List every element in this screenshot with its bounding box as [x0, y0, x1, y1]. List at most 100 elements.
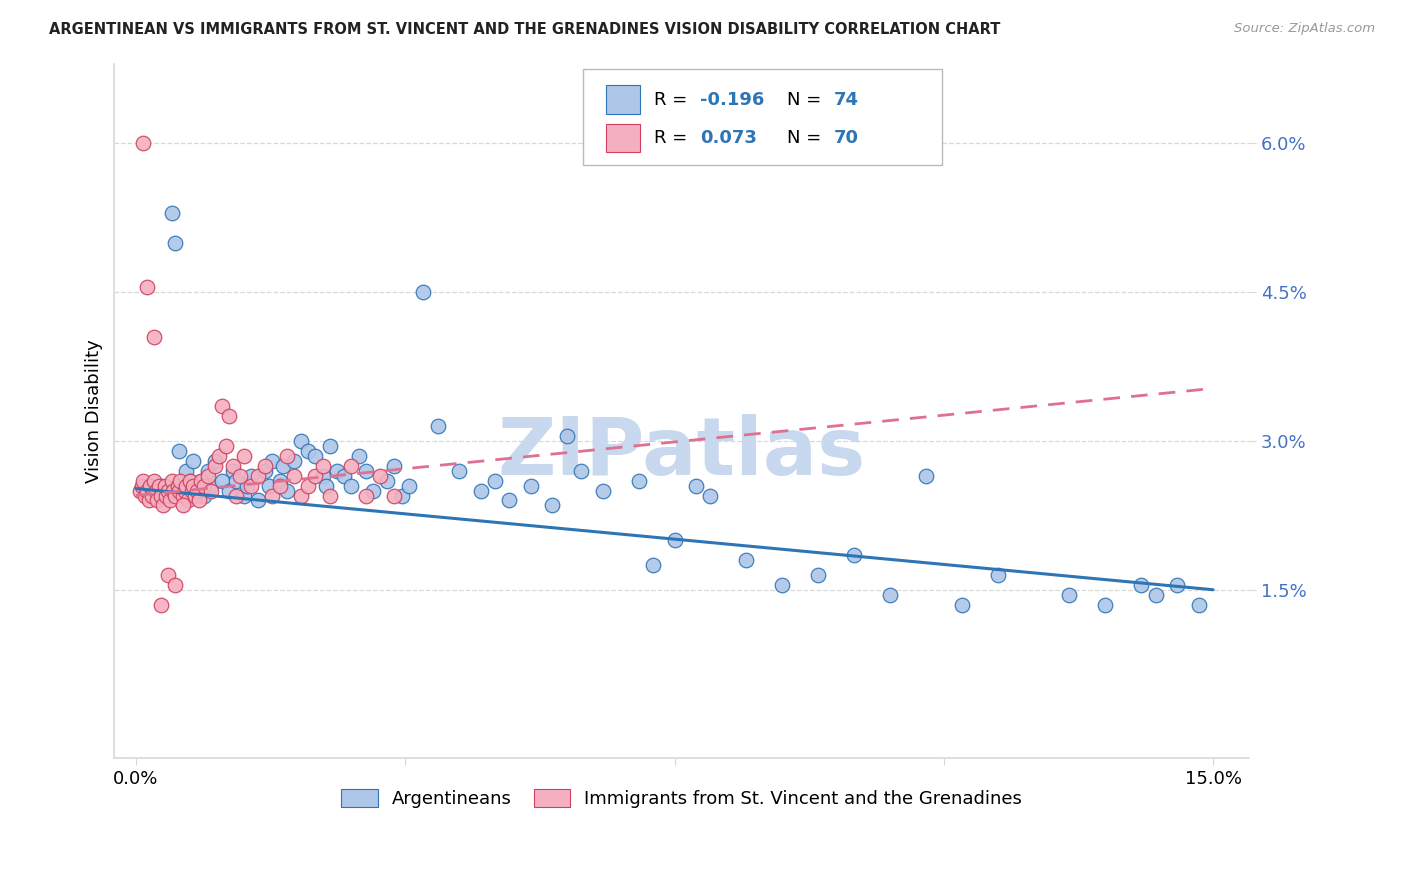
Point	[193, 478, 215, 492]
Point	[132, 474, 155, 488]
Point	[484, 474, 506, 488]
Point	[142, 330, 165, 344]
Point	[225, 488, 247, 502]
Point	[176, 493, 198, 508]
Point	[218, 409, 240, 424]
Point	[232, 449, 254, 463]
Point	[186, 483, 208, 498]
Point	[520, 478, 543, 492]
Point	[498, 493, 520, 508]
Point	[664, 533, 686, 548]
Point	[340, 478, 363, 492]
Point	[391, 488, 413, 502]
Point	[290, 434, 312, 448]
Point	[1144, 588, 1167, 602]
Point	[222, 458, 245, 473]
Point	[204, 458, 226, 473]
Point	[165, 488, 187, 502]
Point	[368, 468, 391, 483]
Point	[426, 419, 449, 434]
Point	[641, 558, 664, 572]
Point	[132, 136, 155, 151]
Point	[239, 478, 262, 492]
Point	[179, 474, 201, 488]
Point	[842, 548, 865, 562]
Point	[269, 478, 291, 492]
Point	[315, 478, 337, 492]
Point	[165, 578, 187, 592]
Point	[139, 478, 162, 492]
Point	[685, 478, 707, 492]
Point	[297, 443, 319, 458]
Point	[211, 474, 233, 488]
Point	[150, 488, 173, 502]
Point	[384, 488, 406, 502]
Point	[1059, 588, 1081, 602]
Point	[914, 468, 936, 483]
Point	[247, 493, 270, 508]
Point	[229, 468, 252, 483]
Point	[211, 399, 233, 413]
Text: 70: 70	[834, 129, 859, 147]
Point	[735, 553, 758, 567]
Point	[541, 499, 564, 513]
Point	[1188, 598, 1211, 612]
Point	[276, 483, 298, 498]
Point	[200, 483, 222, 498]
Text: ZIPatlas: ZIPatlas	[498, 414, 866, 491]
Point	[135, 483, 157, 498]
Point	[354, 464, 377, 478]
Text: N =: N =	[787, 129, 827, 147]
Point	[135, 280, 157, 294]
Text: ARGENTINEAN VS IMMIGRANTS FROM ST. VINCENT AND THE GRENADINES VISION DISABILITY : ARGENTINEAN VS IMMIGRANTS FROM ST. VINCE…	[49, 22, 1001, 37]
Point	[166, 478, 188, 492]
Point	[179, 474, 201, 488]
Point	[128, 483, 150, 498]
Point	[188, 493, 211, 508]
Point	[148, 478, 170, 492]
Point	[319, 488, 342, 502]
Point	[204, 454, 226, 468]
Point	[987, 567, 1010, 582]
Point	[1130, 578, 1153, 592]
Point	[269, 474, 291, 488]
Point	[470, 483, 492, 498]
Point	[271, 458, 294, 473]
Point	[160, 206, 183, 220]
Point	[157, 483, 180, 498]
Point	[354, 488, 377, 502]
Point	[239, 468, 262, 483]
Y-axis label: Vision Disability: Vision Disability	[86, 339, 103, 483]
Text: -0.196: -0.196	[700, 90, 765, 109]
Point	[361, 483, 384, 498]
Text: Source: ZipAtlas.com: Source: ZipAtlas.com	[1234, 22, 1375, 36]
Text: R =: R =	[654, 90, 693, 109]
Point	[142, 474, 165, 488]
Point	[304, 468, 326, 483]
Point	[384, 458, 406, 473]
Point	[207, 449, 229, 463]
Point	[141, 488, 163, 502]
Legend: Argentineans, Immigrants from St. Vincent and the Grenadines: Argentineans, Immigrants from St. Vincen…	[335, 781, 1029, 815]
Point	[347, 449, 370, 463]
Point	[770, 578, 793, 592]
Point	[375, 474, 398, 488]
Point	[262, 454, 284, 468]
Point	[627, 474, 650, 488]
Point	[950, 598, 973, 612]
Point	[197, 464, 219, 478]
Point	[157, 567, 180, 582]
Point	[186, 483, 208, 498]
Point	[311, 458, 333, 473]
Point	[153, 478, 176, 492]
Point	[145, 483, 167, 498]
Point	[254, 458, 277, 473]
Point	[276, 449, 298, 463]
Point	[172, 499, 194, 513]
Point	[699, 488, 721, 502]
Text: 74: 74	[834, 90, 859, 109]
Point	[218, 483, 240, 498]
Point	[879, 588, 901, 602]
Point	[333, 468, 356, 483]
Point	[398, 478, 420, 492]
